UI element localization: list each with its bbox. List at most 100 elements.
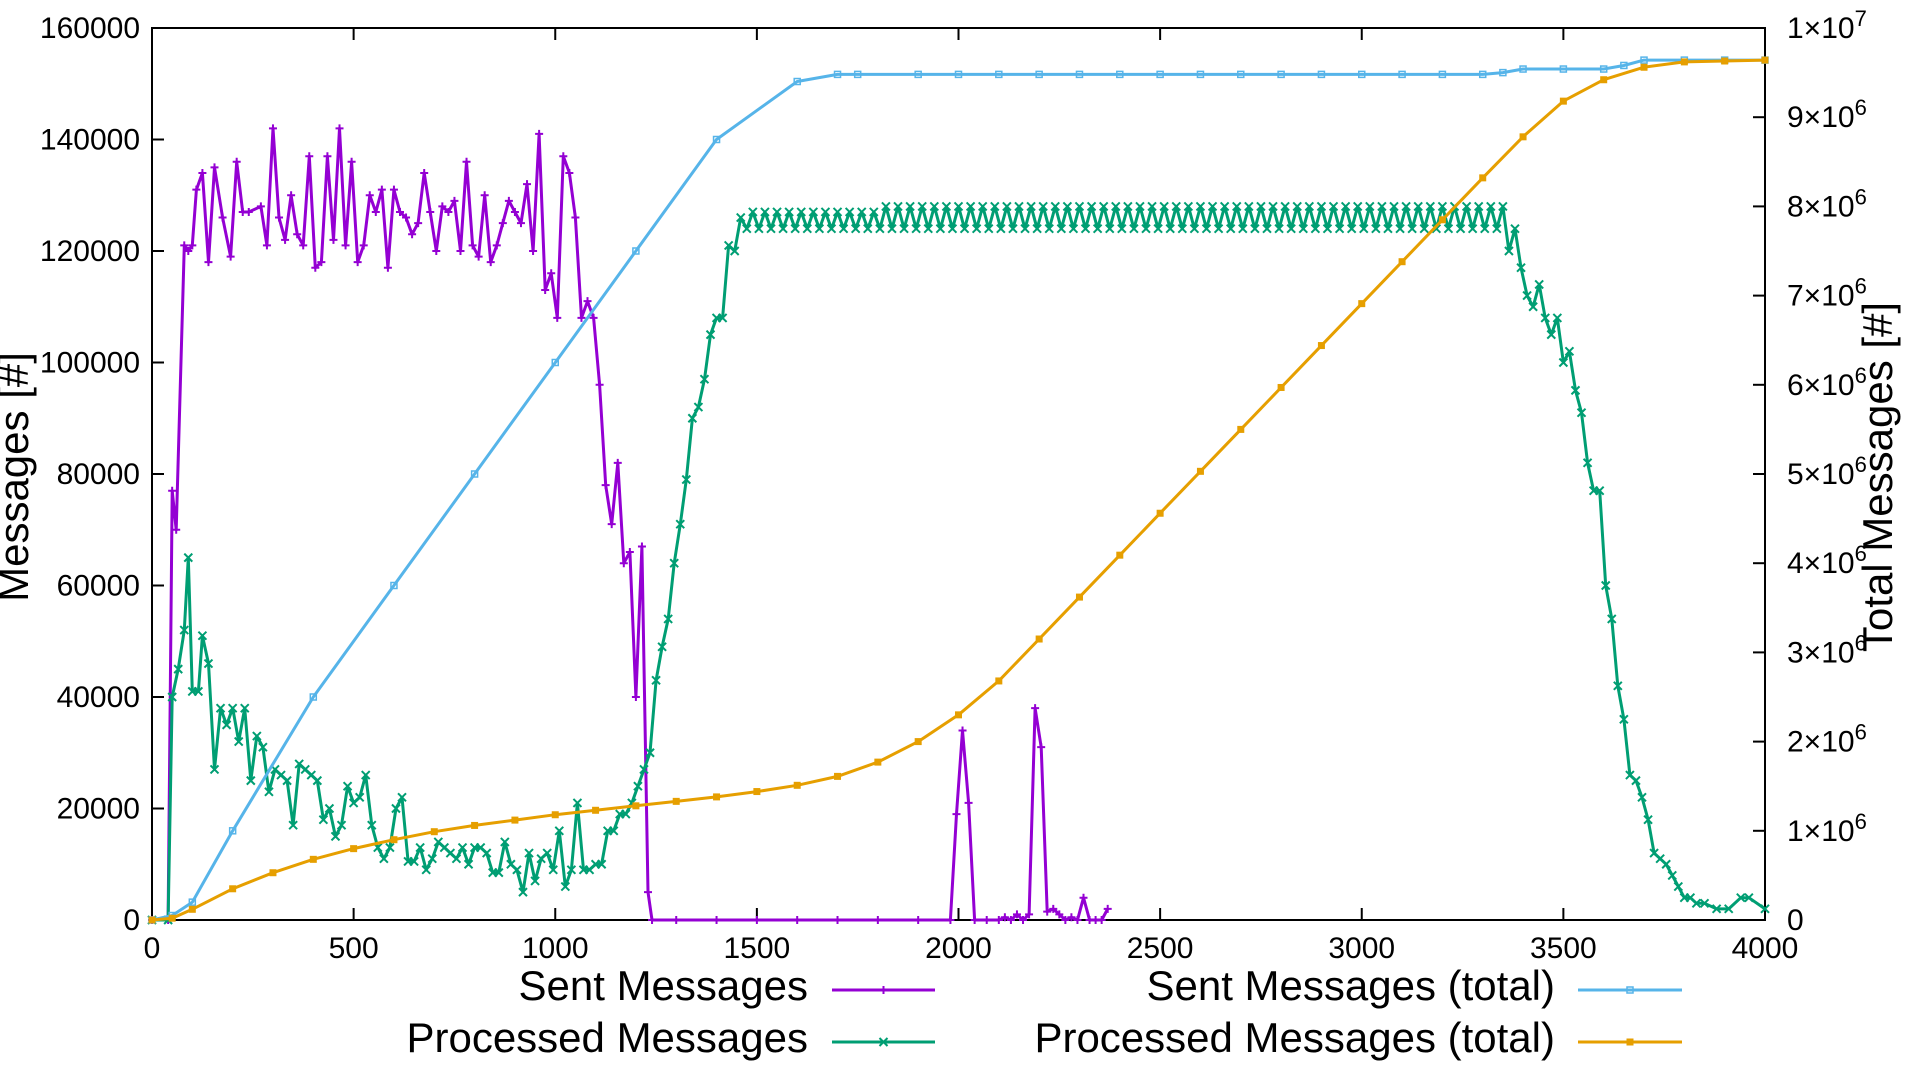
data-point — [1724, 904, 1734, 914]
data-point — [1056, 223, 1067, 234]
data-point — [1407, 223, 1417, 234]
data-point — [1438, 216, 1446, 224]
data-point — [1075, 593, 1083, 601]
data-point — [377, 185, 386, 194]
data-point — [648, 916, 657, 924]
data-point — [1455, 223, 1466, 234]
data-point — [323, 152, 332, 161]
series-layer — [147, 56, 1770, 925]
data-point — [1074, 201, 1085, 212]
data-point — [1395, 223, 1405, 234]
data-point — [736, 212, 746, 223]
data-point — [1055, 910, 1064, 919]
data-point — [229, 885, 237, 893]
data-point — [560, 881, 571, 892]
legend-item: Processed Messages — [406, 1014, 935, 1061]
data-point — [470, 470, 479, 478]
data-point — [1141, 223, 1151, 234]
x-tick-label: 500 — [329, 932, 379, 965]
data-point — [681, 474, 692, 485]
series-line — [151, 58, 1765, 922]
data-point — [1073, 916, 1082, 924]
data-point — [1558, 357, 1569, 368]
data-point — [456, 247, 465, 255]
data-point — [268, 124, 277, 133]
data-point — [180, 241, 189, 250]
data-point — [1050, 201, 1060, 212]
data-point — [1467, 223, 1478, 234]
data-point — [1075, 70, 1084, 79]
data-point — [1156, 70, 1164, 79]
data-point — [705, 329, 716, 340]
data-point — [995, 70, 1003, 79]
data-point — [311, 263, 320, 272]
data-point — [619, 559, 628, 568]
x-tick-label: 4000 — [1732, 932, 1799, 965]
data-point — [1438, 70, 1447, 79]
data-point — [1219, 201, 1230, 212]
data-point — [1534, 279, 1544, 290]
data-point — [1038, 201, 1048, 212]
data-point — [1486, 201, 1496, 212]
data-point — [551, 811, 559, 819]
data-point — [390, 581, 398, 590]
data-point — [1232, 201, 1242, 212]
data-point — [996, 223, 1006, 234]
data-point — [318, 814, 329, 825]
data-point — [1156, 509, 1164, 517]
data-point — [1425, 201, 1436, 212]
data-point — [571, 213, 580, 222]
data-point — [427, 853, 437, 864]
data-point — [1540, 313, 1550, 323]
series-line — [152, 204, 1766, 922]
data-point — [471, 821, 479, 829]
data-point — [1250, 223, 1260, 234]
data-point — [367, 820, 377, 830]
data-point — [1014, 201, 1024, 212]
data-point — [1008, 223, 1018, 234]
data-point — [793, 77, 801, 86]
data-point — [1346, 223, 1357, 234]
data-point — [1304, 201, 1315, 212]
data-point — [1025, 910, 1034, 919]
legend-item: Sent Messages (total) — [1146, 962, 1682, 1009]
data-point — [529, 247, 538, 255]
data-point — [778, 223, 788, 234]
data-point — [838, 223, 849, 234]
data-point — [210, 163, 219, 172]
data-point — [258, 742, 268, 752]
data-point — [1601, 580, 1611, 591]
data-point — [833, 70, 842, 79]
data-point — [1546, 329, 1556, 340]
data-point — [350, 845, 358, 853]
data-point — [643, 888, 652, 897]
data-point — [397, 792, 407, 803]
data-point — [1519, 133, 1527, 141]
data-point — [288, 820, 298, 830]
data-point — [632, 247, 640, 255]
data-point — [329, 235, 338, 244]
right-y-tick-label: 4×106 — [1787, 541, 1867, 580]
data-point — [995, 677, 1003, 685]
data-point — [917, 201, 927, 212]
left-y-tick-label: 0 — [123, 904, 140, 937]
data-point — [663, 614, 673, 624]
right-y-tick-label: 9×106 — [1787, 95, 1867, 134]
legend-label: Sent Messages (total) — [1146, 962, 1555, 1009]
data-point — [1322, 223, 1333, 234]
data-point — [193, 686, 204, 697]
data-point — [1398, 258, 1406, 266]
data-point — [365, 191, 374, 200]
data-point — [1383, 223, 1393, 234]
data-point — [1316, 201, 1327, 212]
data-point — [480, 191, 489, 200]
data-point — [1479, 174, 1487, 182]
data-point — [1613, 681, 1623, 691]
data-point — [1159, 201, 1169, 212]
series-line — [151, 58, 1766, 922]
data-point — [1147, 201, 1157, 212]
data-point — [952, 810, 961, 819]
data-point — [1237, 425, 1245, 433]
data-point — [1238, 223, 1248, 234]
